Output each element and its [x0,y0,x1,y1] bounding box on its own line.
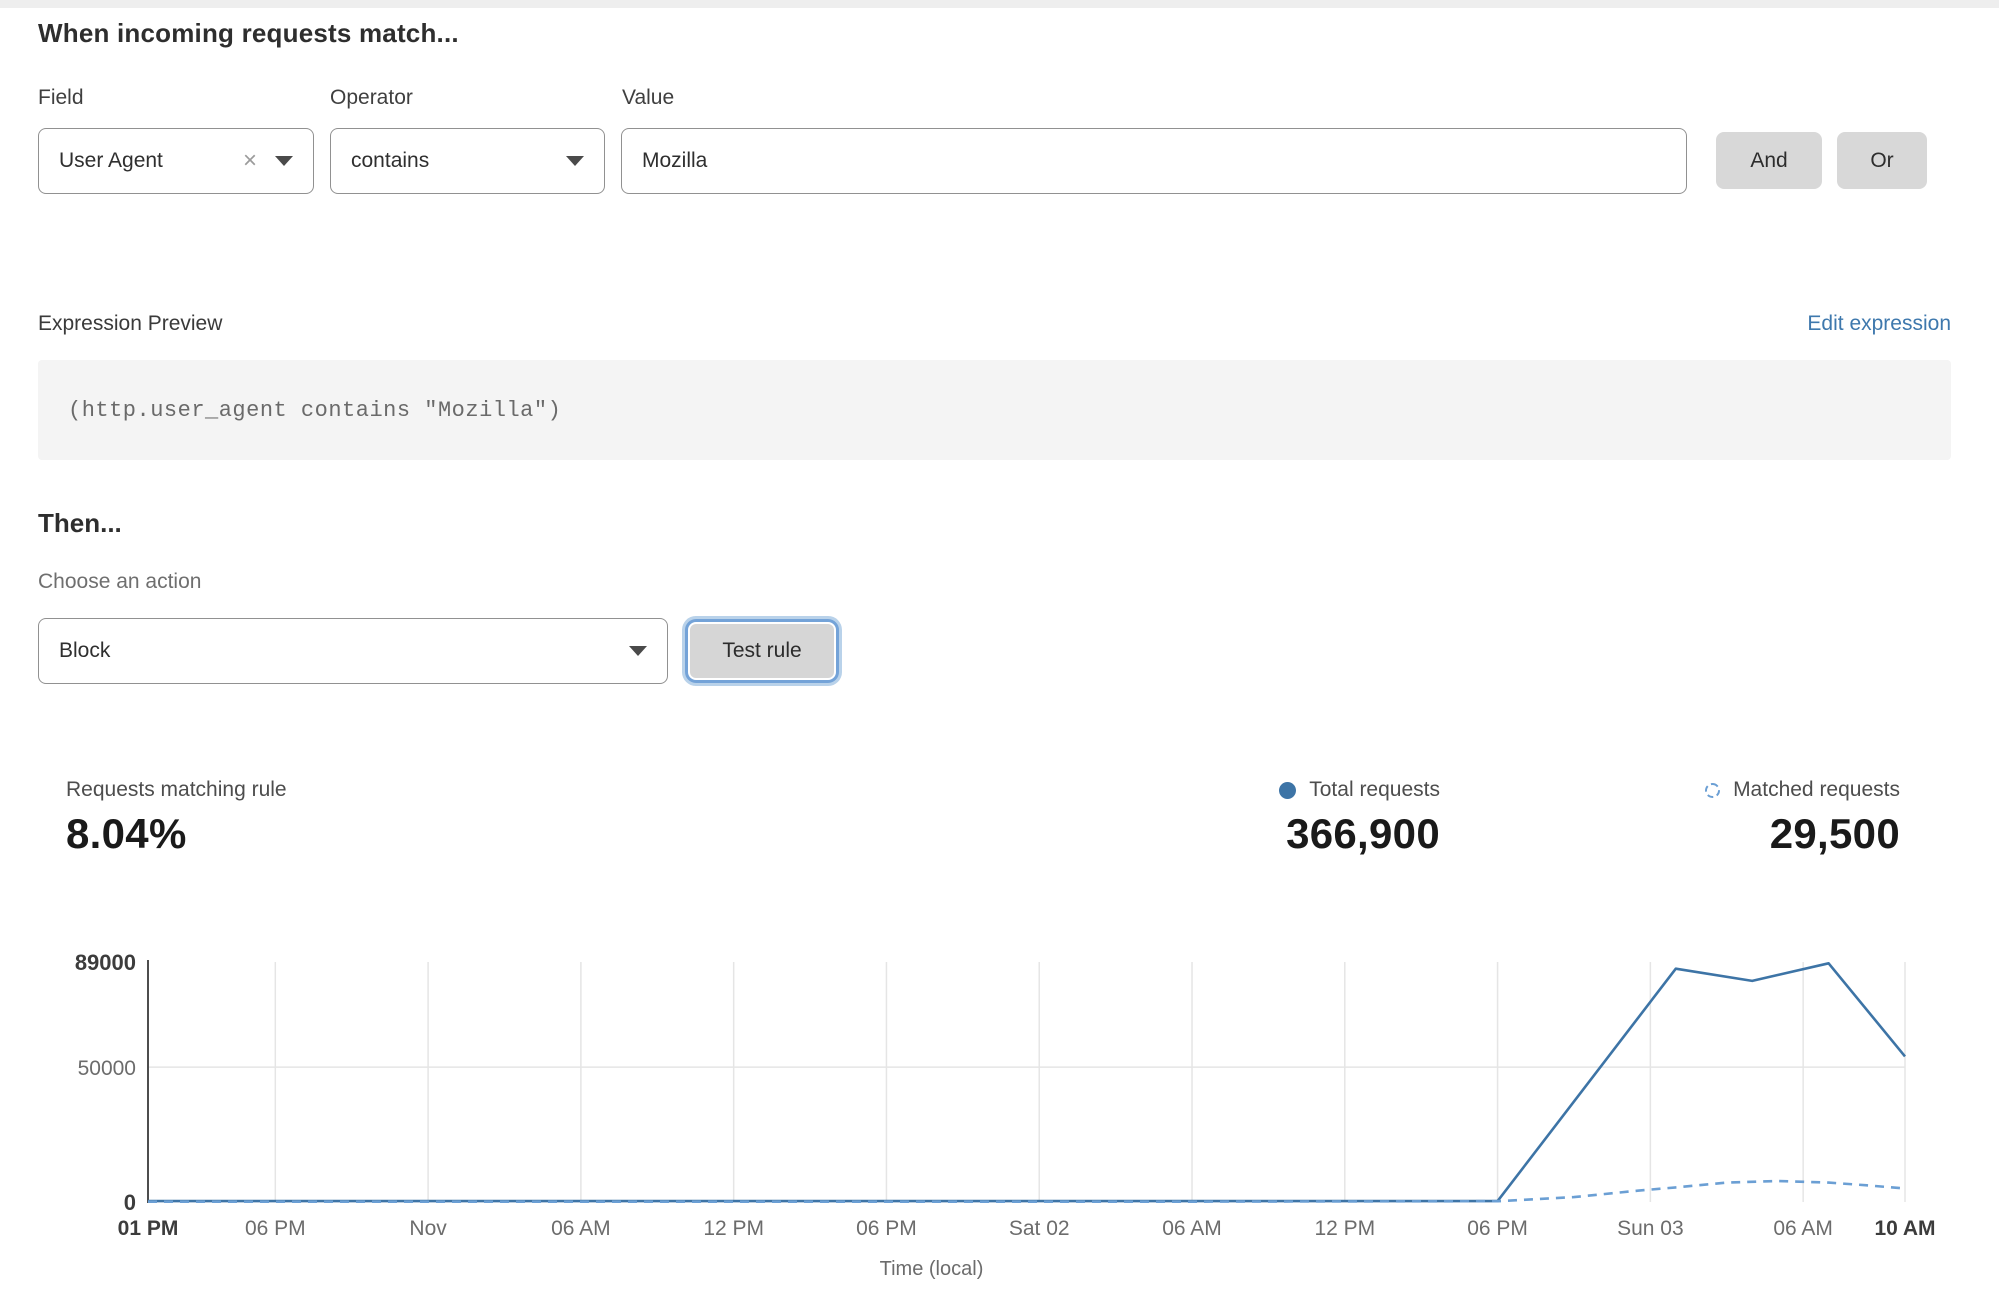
matched-requests-legend-icon [1705,782,1721,798]
matched-requests-label: Matched requests [1733,778,1900,801]
matched-requests-stat: Matched requests 29,500 [1705,778,1900,858]
value-input-wrap[interactable] [621,128,1687,194]
expression-preview-box: (http.user_agent contains "Mozilla") [38,360,1951,460]
requests-chart: 0 50000 89000 01 PM 06 PM Nov 06 AM 12 PM 06 PM S… [0,930,1999,1295]
expression-code: (http.user_agent contains "Mozilla") [68,397,562,423]
field-label: Field [38,86,84,109]
or-button[interactable]: Or [1837,132,1927,189]
expression-preview-label: Expression Preview [38,312,223,335]
field-select[interactable]: User Agent × [38,128,314,194]
choose-action-label: Choose an action [38,570,202,593]
total-requests-value: 366,900 [1286,810,1440,857]
svg-text:06 PM: 06 PM [856,1217,917,1240]
total-requests-stat: Total requests 366,900 [1279,778,1440,858]
chevron-down-icon [275,156,293,166]
operator-select-value: contains [351,149,430,172]
svg-text:12 PM: 12 PM [703,1217,764,1240]
svg-text:50000: 50000 [78,1057,136,1080]
svg-text:06 AM: 06 AM [1773,1217,1833,1240]
svg-text:0: 0 [124,1190,136,1215]
total-requests-legend-icon [1279,781,1297,799]
svg-text:06 PM: 06 PM [1467,1217,1528,1240]
action-select-value: Block [59,639,111,662]
chevron-down-icon [629,646,647,656]
action-select[interactable]: Block [38,618,668,684]
test-rule-button[interactable]: Test rule [690,624,834,678]
chevron-down-icon [566,156,584,166]
value-label: Value [622,86,675,109]
svg-text:Time (local): Time (local) [880,1258,984,1280]
svg-text:06 AM: 06 AM [1162,1217,1222,1240]
and-button[interactable]: And [1716,132,1822,189]
svg-text:06 PM: 06 PM [245,1217,306,1240]
svg-text:01 PM: 01 PM [118,1217,179,1240]
value-input[interactable] [642,149,1666,173]
edit-expression-link[interactable]: Edit expression [1807,312,1951,335]
requests-chart-svg: 0 50000 89000 01 PM 06 PM Nov 06 AM 12 PM 06 PM S… [75,950,1936,1280]
field-select-value: User Agent [59,149,163,172]
requests-matching-value: 8.04% [66,810,187,857]
svg-text:89000: 89000 [75,950,136,975]
requests-matching-stat: Requests matching rule 8.04% [66,778,287,858]
svg-text:Nov: Nov [409,1217,447,1240]
top-divider [0,0,1999,8]
svg-text:Sun 03: Sun 03 [1617,1217,1684,1240]
requests-matching-label: Requests matching rule [66,778,287,801]
then-heading: Then... [38,508,122,538]
svg-text:10 AM: 10 AM [1874,1217,1935,1240]
clear-field-icon[interactable]: × [242,147,257,174]
svg-text:12 PM: 12 PM [1314,1217,1375,1240]
page-title: When incoming requests match... [38,18,459,48]
svg-text:06 AM: 06 AM [551,1217,611,1240]
operator-label: Operator [330,86,413,109]
svg-text:Sat 02: Sat 02 [1009,1217,1070,1240]
total-requests-label: Total requests [1309,778,1440,801]
operator-select[interactable]: contains [330,128,605,194]
matched-requests-value: 29,500 [1769,810,1900,857]
